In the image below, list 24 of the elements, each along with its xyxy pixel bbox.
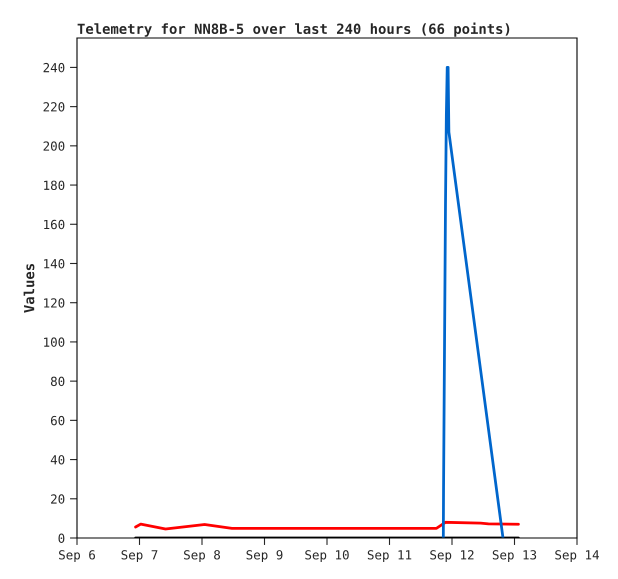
y-tick-label: 60 (50, 416, 64, 426)
y-tick-label: 80 (50, 376, 64, 386)
x-tick-label: Sep 12 (430, 550, 474, 562)
y-tick-label: 40 (50, 455, 64, 465)
x-tick-label: Sep 8 (184, 550, 220, 562)
y-tick-label: 100 (44, 337, 64, 347)
x-tick-label: Sep 9 (246, 550, 282, 562)
y-tick-label: 180 (44, 180, 64, 190)
x-tick-label: Sep 11 (368, 550, 412, 562)
x-tick-label: Sep 13 (492, 550, 536, 562)
x-tick-label: Sep 7 (122, 550, 158, 562)
y-tick-label: 0 (58, 534, 64, 543)
y-axis-title: Values (24, 264, 34, 313)
x-tick-label: Sep 14 (555, 550, 599, 562)
x-tick-label: Sep 10 (305, 550, 349, 562)
x-tick-label: Sep 6 (59, 550, 96, 562)
y-tick-label: 200 (44, 141, 64, 151)
y-tick-label: 20 (51, 494, 64, 504)
y-tick-label: 240 (44, 62, 64, 72)
chart-title: Telemetry for NN8B-5 over last 240 hours (66 points) (78, 22, 510, 37)
y-tick-label: 220 (44, 102, 64, 112)
y-tick-label: 160 (44, 220, 64, 230)
y-tick-label: 120 (44, 298, 64, 308)
y-tick-label: 140 (44, 258, 64, 268)
